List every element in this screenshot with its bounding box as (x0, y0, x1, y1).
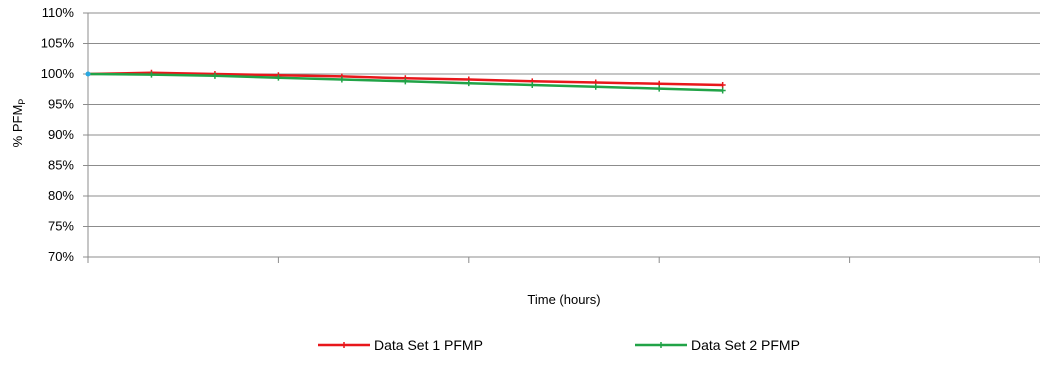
data-point (656, 85, 663, 92)
y-tick-label: 105% (41, 36, 75, 51)
legend-marker (658, 342, 664, 348)
legend: Data Set 1 PFMP Data Set 2 PFMP (318, 337, 800, 353)
legend-item-2: Data Set 2 PFMP (635, 337, 800, 353)
start-point (85, 71, 91, 77)
data-point (211, 72, 218, 79)
y-tick-label: 70% (48, 249, 74, 264)
data-point (465, 80, 472, 87)
data-point (529, 81, 536, 88)
series-1 (87, 69, 726, 88)
axes (83, 12, 1040, 263)
data-point (719, 81, 726, 88)
data-point (275, 74, 282, 81)
legend-label: Data Set 1 PFMP (374, 337, 483, 353)
legend-marker (341, 342, 347, 348)
y-tick-label: 75% (48, 219, 74, 234)
series-lines (85, 69, 726, 94)
y-axis-title: % PFMP (10, 99, 27, 148)
x-axis-title: Time (hours) (527, 292, 600, 307)
gridlines (88, 12, 1040, 227)
y-tick-label: 95% (48, 97, 74, 112)
y-tick-labels: 70% 75% 80% 85% 90% 95% 100% 105% 110% (41, 5, 75, 264)
y-tick-label: 90% (48, 127, 74, 142)
y-tick-label: 80% (48, 188, 74, 203)
data-point (148, 71, 155, 78)
data-point (402, 78, 409, 85)
data-point (338, 76, 345, 83)
y-tick-label: 100% (41, 66, 75, 81)
series-2 (87, 71, 726, 94)
legend-label: Data Set 2 PFMP (691, 337, 800, 353)
legend-item-1: Data Set 1 PFMP (318, 337, 483, 353)
data-point (719, 87, 726, 94)
y-tick-label: 110% (42, 5, 75, 20)
y-tick-label: 85% (48, 158, 74, 173)
data-point (592, 83, 599, 90)
